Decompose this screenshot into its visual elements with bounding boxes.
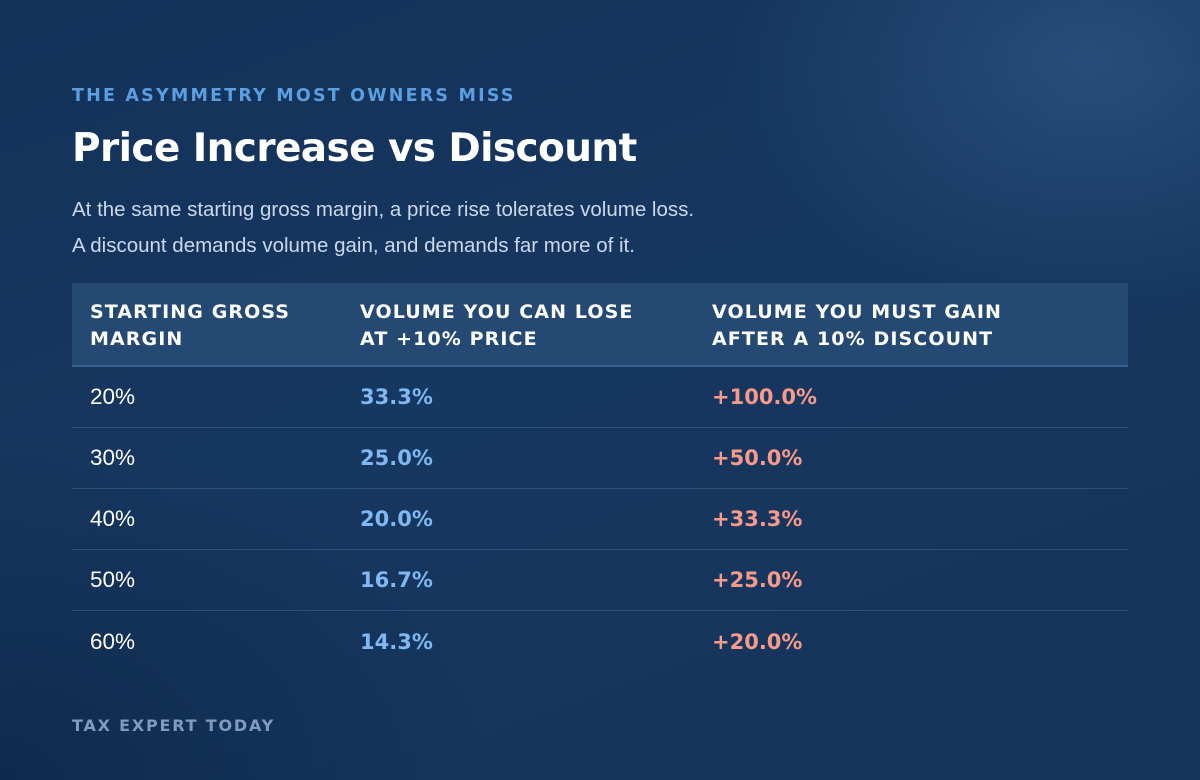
table-row: 20% 33.3% +100.0% [72,367,1128,428]
cell-volume-gain: +25.0% [712,568,803,592]
eyebrow-label: THE ASYMMETRY MOST OWNERS MISS [72,86,516,106]
header-volume-lose-line-1: VOLUME YOU CAN LOSE [360,301,634,323]
cell-volume-lose: 16.7% [360,568,433,592]
cell-margin: 60% [90,628,136,654]
header-volume-gain-line-2: AFTER A 10% DISCOUNT [712,328,994,350]
table-row: 60% 14.3% +20.0% [72,611,1128,672]
cell-volume-gain: +50.0% [712,446,803,470]
header-volume-lose-line-2: AT +10% PRICE [360,328,538,350]
header-volume-lose: VOLUME YOU CAN LOSE AT +10% PRICE [342,283,694,365]
cell-volume-gain: +20.0% [712,629,803,654]
cell-volume-gain: +100.0% [712,385,818,409]
cell-margin: 50% [90,567,136,592]
cell-margin: 20% [90,384,136,409]
cell-margin: 40% [90,506,136,531]
subtitle-line-1: At the same starting gross margin, a pri… [72,198,695,221]
header-starting-margin: STARTING GROSS MARGIN [72,283,342,365]
page: THE ASYMMETRY MOST OWNERS MISS Price Inc… [72,0,1128,780]
cell-margin: 30% [90,445,136,470]
table-row: 30% 25.0% +50.0% [72,428,1128,489]
cell-volume-gain: +33.3% [712,507,803,531]
cell-volume-lose: 14.3% [360,629,433,654]
subtitle: At the same starting gross margin, a pri… [72,192,694,264]
comparison-table: STARTING GROSS MARGIN VOLUME YOU CAN LOS… [72,283,1128,672]
header-volume-gain-line-1: VOLUME YOU MUST GAIN [712,301,1003,323]
header-starting-margin-line-1: STARTING GROSS [90,301,291,323]
table-row: 40% 20.0% +33.3% [72,489,1128,550]
cell-volume-lose: 20.0% [360,507,433,531]
footer-brand: TAX EXPERT TODAY [72,716,276,735]
table-row: 50% 16.7% +25.0% [72,550,1128,611]
header-volume-gain: VOLUME YOU MUST GAIN AFTER A 10% DISCOUN… [694,283,1128,365]
header-starting-margin-line-2: MARGIN [90,328,184,350]
page-title: Price Increase vs Discount [72,126,637,171]
subtitle-line-2: A discount demands volume gain, and dema… [72,234,635,257]
table-header: STARTING GROSS MARGIN VOLUME YOU CAN LOS… [72,283,1128,367]
cell-volume-lose: 25.0% [360,446,433,470]
cell-volume-lose: 33.3% [360,385,433,409]
